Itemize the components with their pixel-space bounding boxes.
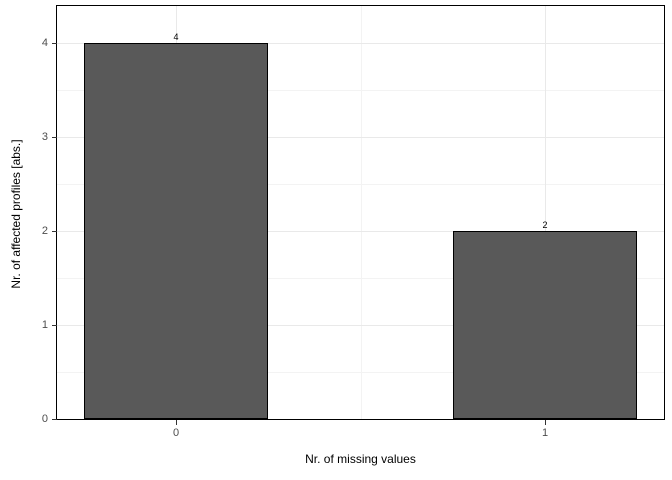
bar-value-label: 2	[542, 220, 548, 230]
y-tick-label: 2	[41, 225, 48, 237]
x-gridline-major	[544, 6, 546, 419]
x-gridline-minor	[360, 6, 362, 419]
bar	[84, 43, 268, 419]
y-tick-mark	[52, 325, 57, 326]
y-gridline-major	[57, 231, 664, 233]
y-gridline-major	[57, 43, 664, 45]
y-tick-label: 1	[41, 319, 48, 331]
x-tick-label: 1	[541, 427, 549, 439]
x-tick-mark	[545, 420, 546, 425]
y-tick-label: 4	[41, 37, 48, 49]
y-tick-label: 3	[41, 131, 48, 143]
y-tick-label: 0	[41, 413, 48, 425]
y-gridline-major	[57, 137, 664, 139]
bar-value-label: 4	[173, 32, 179, 42]
y-gridline-major	[57, 325, 664, 326]
bar	[453, 231, 637, 419]
y-axis-title: Nr. of affected profiles [abs.]	[9, 139, 23, 289]
x-tick-mark	[176, 420, 177, 425]
y-gridline-major	[57, 419, 664, 420]
y-tick-mark	[52, 419, 57, 420]
y-tick-mark	[52, 43, 57, 44]
x-tick-label: 0	[172, 427, 180, 439]
y-tick-mark	[52, 137, 57, 138]
x-axis-title: Nr. of missing values	[305, 452, 416, 466]
y-tick-mark	[52, 231, 57, 232]
